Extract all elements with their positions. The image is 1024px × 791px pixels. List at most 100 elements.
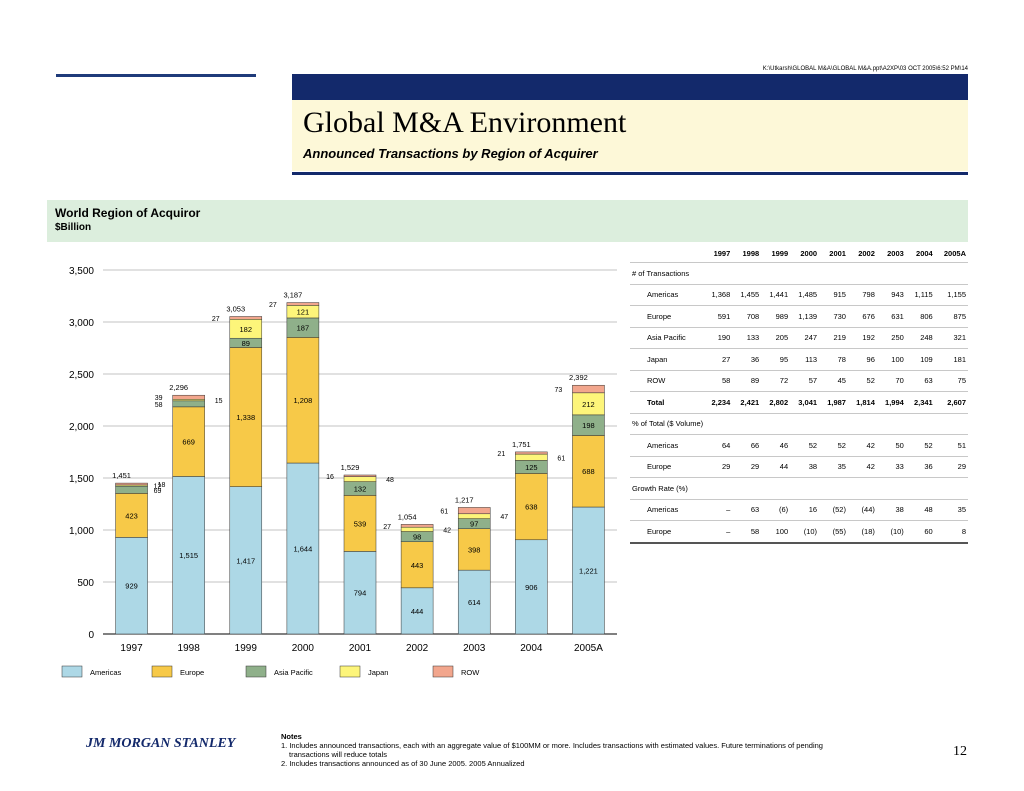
data-label: 18 [158,482,166,489]
data-label: 1,515 [179,551,198,560]
title-box: Global M&A Environment Announced Transac… [292,100,968,175]
legend-swatch [61,665,83,678]
table-cell: 29 [934,456,968,478]
bar-segment [286,302,320,306]
section-unit: $Billion [55,222,92,233]
data-label: 688 [582,467,595,476]
table-cell: (10) [876,520,906,544]
data-label: 929 [125,582,138,591]
data-label: 27 [212,316,220,323]
row-label: % of Total ($ Volume) [630,413,968,435]
row-label: # of Transactions [630,262,968,285]
total-label: 3,053 [226,304,245,313]
table-cell: 1,155 [934,284,968,306]
table-row: # of Transactions [630,262,968,285]
bar-segment [515,451,548,455]
table-cell: 35 [934,499,968,521]
data-label: 27 [383,524,391,531]
table-cell: 1,368 [703,284,733,306]
data-label: 98 [413,533,421,542]
table-cell: 33 [876,456,906,478]
bar-segment [286,337,320,464]
data-label: 89 [242,339,250,348]
row-label: Americas [630,284,704,306]
data-label: 182 [240,325,253,334]
legend-label: Japan [368,668,388,677]
data-label: 1,221 [579,567,598,576]
y-tick-label: 3,500 [69,266,94,277]
bar-segment [343,476,377,482]
table-cell: 51 [934,434,968,457]
table-cell: 2,341 [905,391,935,414]
data-label: 669 [182,438,195,447]
table-cell: 63 [732,499,762,521]
table-row: ROW 58 89 72 57 45 52 70 63 75 [630,370,968,392]
table-header-cell: 2005A [934,244,968,263]
x-tick-label: 1997 [120,643,143,654]
table-cell: 1,441 [761,284,791,306]
total-label: 1,451 [112,471,131,480]
data-label: 21 [497,451,505,458]
total-label: 1,217 [455,495,474,504]
table-cell: 52 [819,434,848,457]
data-label: 1,208 [293,396,312,405]
legend-swatch [245,665,267,678]
table-cell: 247 [790,327,820,349]
data-label: 1,417 [236,556,255,565]
table-row: % of Total ($ Volume) [630,413,968,435]
total-label: 1,529 [341,463,360,472]
x-tick-label: 2005A [574,643,603,654]
x-tick-label: 2004 [520,643,543,654]
table-cell: 181 [934,348,968,371]
bar-segment [229,347,263,487]
bar-segment [229,486,263,635]
table-cell: 100 [876,348,906,371]
bar-segment [343,495,377,552]
data-label: 42 [443,527,451,534]
bar-segment [172,406,205,477]
table-cell: (44) [847,499,877,521]
bar-segment [515,453,548,461]
table-row: Americas 64 66 46 52 52 42 50 52 51 [630,434,968,457]
table-cell: 50 [876,434,906,457]
table-row: Total 2,234 2,421 2,802 3,041 1,987 1,814 1,994… [630,391,968,414]
data-label: 132 [354,485,367,494]
table-cell: 1,994 [876,391,906,414]
note-1: 1. Includes announced transactions, each… [281,741,823,759]
table-cell: 113 [790,348,820,371]
row-label: Europe [630,456,704,478]
table-row: Europe 29 29 44 38 35 42 33 36 29 [630,456,968,478]
data-label: 398 [468,545,481,554]
table-cell: 29 [703,456,733,478]
bar-segment [115,482,148,486]
data-label: 444 [411,607,424,616]
total-label: 2,392 [569,373,588,382]
table-cell: 44 [761,456,791,478]
table-cell: 989 [761,305,791,328]
table-header-cell: 1997 [703,244,733,263]
bar-segment [457,507,491,515]
legend-swatch [339,665,361,678]
row-label: Europe [630,305,704,328]
table-cell: 42 [847,456,877,478]
table-cell: 78 [819,348,848,371]
table-cell: 915 [819,284,848,306]
header-bar [292,74,968,100]
table-cell: 38 [790,456,820,478]
section-title: World Region of Acquiror [55,206,201,220]
x-tick-label: 2001 [349,643,372,654]
table-cell: 1,139 [790,305,820,328]
table-cell: 730 [819,305,848,328]
bar-segment [115,485,148,494]
table-header-cell: 2003 [876,244,906,263]
table-cell: 1,987 [819,391,848,414]
transactions-table: 1997 1998 1999 2000 2001 2002 2003 2004 2005A # o… [630,244,968,544]
table-row: Americas 1,368 1,455 1,441 1,485 915 798 943 1,1… [630,284,968,306]
row-label: Americas [630,434,704,457]
table-cell: – [703,499,733,521]
x-tick-label: 2002 [406,643,429,654]
table-cell: 219 [819,327,848,349]
bar-segment [343,551,377,635]
bar-segment [457,528,491,571]
table-cell: 42 [847,434,877,457]
